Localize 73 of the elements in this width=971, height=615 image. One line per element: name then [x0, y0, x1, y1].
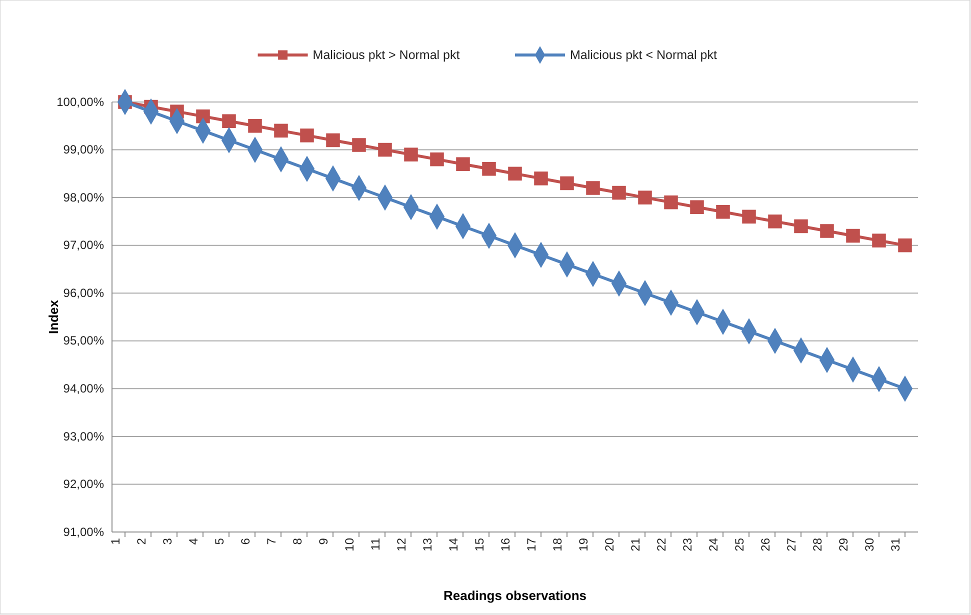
y-tick-label: 94,00%: [63, 382, 104, 396]
x-tick-label: 28: [810, 538, 825, 552]
point: [534, 172, 548, 186]
x-tick-label: 26: [758, 538, 773, 552]
point: [196, 109, 210, 124]
x-tick-label: 18: [550, 538, 565, 552]
x-tick-label: 16: [498, 538, 513, 552]
x-tick-label: 1: [108, 538, 123, 545]
point: [326, 133, 340, 148]
y-tick-label: 92,00%: [63, 477, 104, 492]
x-tick-label: 14: [446, 538, 461, 552]
x-tick-label: 4: [186, 538, 201, 545]
x-tick-label: 19: [576, 538, 591, 552]
point: [430, 152, 444, 166]
x-axis-title: Readings observations: [443, 588, 587, 603]
legend-label: Malicious pkt > Normal pkt: [312, 48, 460, 62]
x-tick-label: 17: [524, 538, 539, 552]
y-tick-label: 97,00%: [63, 238, 104, 252]
point: [638, 190, 652, 204]
point: [664, 195, 678, 210]
point: [612, 186, 626, 200]
y-tick-label: 93,00%: [63, 429, 104, 444]
x-tick-label: 9: [316, 538, 331, 545]
x-tick-label: 20: [602, 538, 617, 552]
point: [352, 138, 366, 152]
y-tick-label: 91,00%: [63, 524, 104, 539]
point: [898, 238, 912, 252]
y-tick-label: 100,00%: [56, 94, 104, 109]
x-tick-label: 29: [836, 538, 851, 552]
y-tick-label: 99,00%: [63, 142, 104, 157]
x-tick-label: 21: [628, 538, 643, 552]
x-tick-label: 15: [472, 538, 487, 552]
x-tick-label: 11: [368, 538, 383, 550]
point: [274, 124, 288, 138]
point: [222, 114, 236, 128]
point: [248, 118, 262, 133]
x-tick-label: 10: [342, 538, 357, 552]
x-tick-label: 25: [732, 538, 747, 552]
point: [456, 157, 470, 172]
x-tick-label: 31: [888, 538, 903, 552]
x-tick-label: 8: [290, 538, 305, 545]
point: [586, 181, 600, 195]
x-tick-label: 23: [680, 538, 695, 552]
point: [872, 234, 886, 248]
x-tick-label: 3: [160, 538, 175, 545]
y-tick-label: 95,00%: [63, 334, 104, 348]
point: [742, 210, 756, 224]
x-tick-label: 13: [420, 538, 435, 552]
x-tick-label: 24: [706, 538, 721, 552]
x-tick-label: 2: [134, 538, 149, 545]
point: [768, 214, 782, 228]
x-tick-label: 30: [862, 538, 877, 552]
y-axis-title: Index: [46, 299, 61, 334]
legend-label: Malicious pkt < Normal pkt: [570, 48, 718, 62]
y-tick-label: 98,00%: [63, 190, 104, 204]
y-tick-label: 96,00%: [63, 286, 104, 300]
x-tick-label: 12: [394, 538, 409, 552]
point: [378, 142, 392, 157]
x-tick-label: 27: [784, 538, 799, 552]
point: [794, 219, 808, 234]
x-tick-label: 6: [238, 538, 253, 545]
point: [404, 148, 418, 162]
point: [482, 162, 496, 176]
x-tick-label: 7: [264, 538, 279, 545]
point: [716, 204, 730, 219]
point: [508, 166, 522, 181]
point: [690, 200, 704, 214]
point: [820, 224, 834, 238]
x-tick-label: 5: [212, 538, 227, 545]
point: [560, 176, 574, 190]
point: [846, 228, 860, 243]
x-tick-label: 22: [654, 538, 669, 552]
point: [300, 128, 314, 142]
